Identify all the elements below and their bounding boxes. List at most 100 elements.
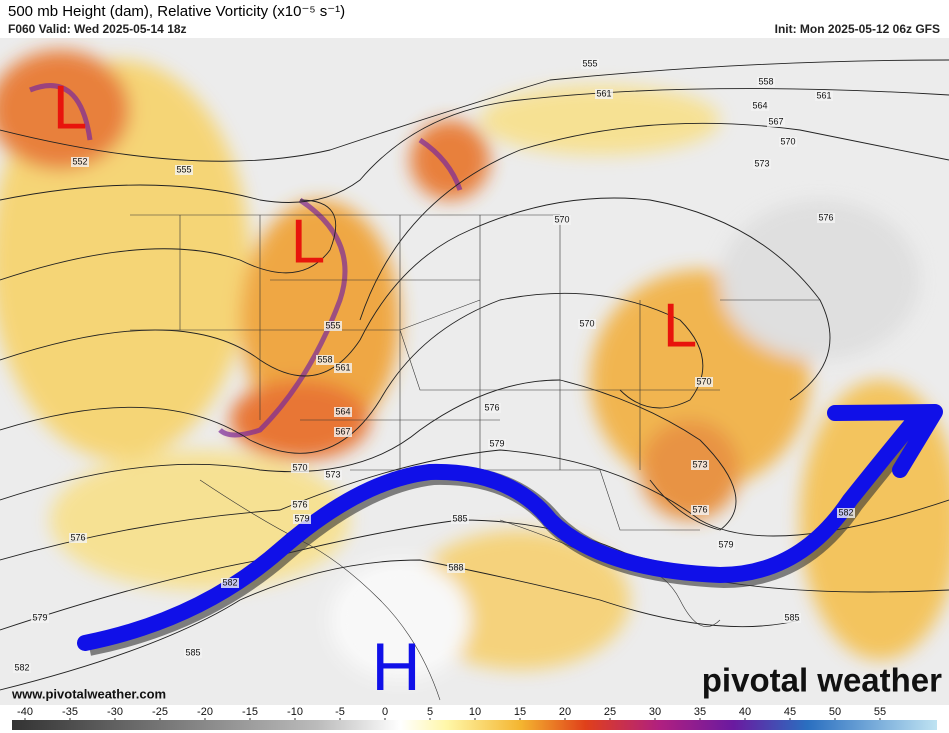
contour-label-bg xyxy=(779,137,797,147)
contour-label: 564 xyxy=(752,100,767,110)
colorbar-tick-label: -10 xyxy=(287,706,303,718)
contour-label: 558 xyxy=(317,354,332,364)
contour-label: 570 xyxy=(696,376,711,386)
contour-label: 552 xyxy=(72,156,87,166)
map-title: 500 mb Height (dam), Relative Vorticity … xyxy=(8,3,345,20)
colorbar-tick-label: 35 xyxy=(694,706,706,718)
contour-label-bg xyxy=(595,89,613,99)
contour-label: 570 xyxy=(579,318,594,328)
colorbar-tick-label: -30 xyxy=(107,706,123,718)
colorbar-tick-label: -20 xyxy=(197,706,213,718)
contour-label: 570 xyxy=(780,136,795,146)
contour-label-bg xyxy=(334,363,352,373)
colorbar-tick-label: 30 xyxy=(649,706,661,718)
contour-label: 576 xyxy=(692,504,707,514)
colorbar-tick-label: -5 xyxy=(335,706,345,718)
init-time: Init: Mon 2025-05-12 06z GFS xyxy=(775,22,940,36)
contour-label-bg xyxy=(753,159,771,169)
contour-label-bg xyxy=(334,427,352,437)
contour-label: 570 xyxy=(554,214,569,224)
contour-label: 573 xyxy=(325,469,340,479)
contour-label-bg xyxy=(184,648,202,658)
contour-label: 561 xyxy=(596,88,611,98)
contour-label: 570 xyxy=(292,462,307,472)
contour-label-bg xyxy=(13,663,31,673)
colorbar xyxy=(12,720,937,730)
site-url: www.pivotalweather.com xyxy=(11,686,166,701)
contour-label: 558 xyxy=(758,76,773,86)
contour-label-bg xyxy=(324,321,342,331)
pressure-center: H xyxy=(371,629,420,705)
colorbar-tick-label: 20 xyxy=(559,706,571,718)
colorbar-tick-label: 15 xyxy=(514,706,526,718)
contour-label-bg xyxy=(447,563,465,573)
contour-label: 573 xyxy=(692,459,707,469)
contour-label: 585 xyxy=(452,513,467,523)
contour-label-bg xyxy=(451,514,469,524)
contour-label-bg xyxy=(783,613,801,623)
contour-label-bg xyxy=(691,505,709,515)
colorbar-tick-label: -40 xyxy=(17,706,33,718)
contour-label-bg xyxy=(767,117,785,127)
contour-label-bg xyxy=(578,319,596,329)
valid-time: F060 Valid: Wed 2025-05-14 18z xyxy=(8,22,187,36)
contour-label-bg xyxy=(815,91,833,101)
contour-label-bg xyxy=(316,355,334,365)
contour-label: 579 xyxy=(32,612,47,622)
contour-label: 573 xyxy=(754,158,769,168)
contour-label-bg xyxy=(695,377,713,387)
contour-label-bg xyxy=(757,77,775,87)
contour-label-bg xyxy=(483,403,501,413)
colorbar-tick-label: 10 xyxy=(469,706,481,718)
contour-label: 579 xyxy=(294,513,309,523)
contour-label-bg xyxy=(293,514,311,524)
colorbar-tick-label: 25 xyxy=(604,706,616,718)
pressure-center: L xyxy=(291,207,325,276)
contour-label-bg xyxy=(581,59,599,69)
colorbar-tick-label: 50 xyxy=(829,706,841,718)
colorbar-tick-label: 5 xyxy=(427,706,433,718)
contour-label-bg xyxy=(837,508,855,518)
contour-label: 567 xyxy=(335,426,350,436)
contour-label-bg xyxy=(691,460,709,470)
contour-label-bg xyxy=(175,165,193,175)
contour-label: 576 xyxy=(70,532,85,542)
colorbar-tick-label: 0 xyxy=(382,706,388,718)
vorticity-field xyxy=(0,50,949,701)
contour-label: 555 xyxy=(176,164,191,174)
contour-label: 582 xyxy=(222,577,237,587)
colorbar-tick-label: 45 xyxy=(784,706,796,718)
contour-label: 564 xyxy=(335,406,350,416)
colorbar-tick-label: 40 xyxy=(739,706,751,718)
pressure-center: L xyxy=(53,73,87,142)
logo: pivotal weather xyxy=(702,662,942,699)
contour-label: 576 xyxy=(818,212,833,222)
contour-label: 555 xyxy=(325,320,340,330)
contour-label-bg xyxy=(71,157,89,167)
contour-label-bg xyxy=(31,613,49,623)
colorbar-tick-label: -15 xyxy=(242,706,258,718)
contour-label: 579 xyxy=(718,539,733,549)
contour-label: 579 xyxy=(489,438,504,448)
contour-label: 576 xyxy=(292,499,307,509)
colorbar-tick-label: -35 xyxy=(62,706,78,718)
contour-label-bg xyxy=(553,215,571,225)
contour-label: 582 xyxy=(838,507,853,517)
contour-label-bg xyxy=(291,500,309,510)
contour-label: 561 xyxy=(335,362,350,372)
contour-label: 582 xyxy=(14,662,29,672)
contour-label-bg xyxy=(488,439,506,449)
contour-label-bg xyxy=(221,578,239,588)
contour-label: 561 xyxy=(816,90,831,100)
contour-label: 585 xyxy=(185,647,200,657)
contour-label: 555 xyxy=(582,58,597,68)
contour-label-bg xyxy=(751,101,769,111)
contour-label-bg xyxy=(324,470,342,480)
contour-label: 588 xyxy=(448,562,463,572)
pressure-center: L xyxy=(663,291,697,360)
contour-label-bg xyxy=(717,540,735,550)
contour-label-bg xyxy=(817,213,835,223)
contour-label: 585 xyxy=(784,612,799,622)
colorbar-tick-label: -25 xyxy=(152,706,168,718)
